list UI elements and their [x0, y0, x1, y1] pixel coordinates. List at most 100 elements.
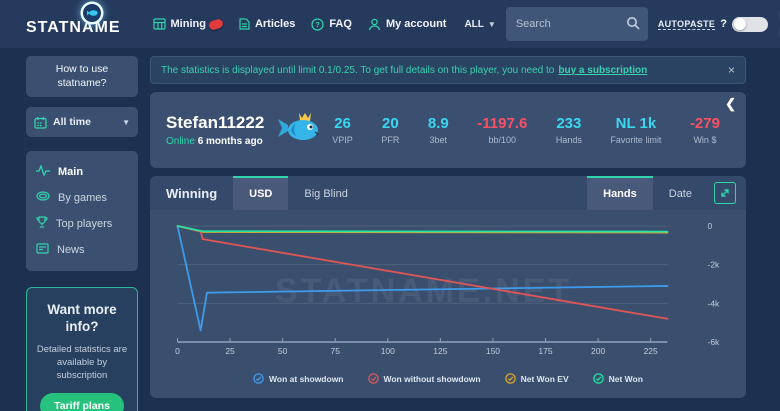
x-axis-label: 50 [278, 346, 288, 356]
news-icon [36, 243, 49, 257]
sidebar-menu: Main By games Top players News [26, 151, 138, 272]
logo-text: STATNAME [26, 19, 121, 36]
scope-dropdown[interactable]: ALL ▼ [464, 19, 495, 30]
how-to-use-card[interactable]: How to use statname? [26, 56, 138, 98]
sidebar-item-top-players[interactable]: Top players [26, 210, 138, 237]
collapse-chevron-icon[interactable]: ❮ [725, 96, 736, 111]
trophy-icon [36, 216, 48, 231]
nav-item-my-account[interactable]: My account [368, 18, 447, 31]
subscription-banner: The statistics is displayed until limit … [150, 56, 746, 84]
nav-label: Articles [254, 18, 296, 30]
x-axis-label: 100 [381, 346, 395, 356]
stat-value: -1197.6 [477, 115, 528, 132]
sidebar-item-main[interactable]: Main [26, 159, 138, 185]
search-input[interactable] [505, 7, 648, 41]
tab-big-blind[interactable]: Big Blind [304, 188, 348, 200]
table-oval-icon [36, 191, 50, 204]
winning-chart-card: Winning USD Big Blind Hands Date 0 -2k -4k -6… [150, 176, 746, 398]
articles-icon [239, 18, 250, 30]
sidebar-item-label: News [57, 244, 85, 257]
stat-label: Favorite limit [610, 135, 662, 145]
sidebar: How to use statname? All time ▼ Main By g… [26, 56, 138, 411]
toggle-knob [733, 18, 746, 30]
tariff-plans-button[interactable]: Tariff plans [40, 393, 124, 411]
stat-3bet: 8.9 3bet [428, 115, 449, 145]
stat-label: Win $ [693, 135, 717, 145]
top-header: STATNAME Mining Articles? FAQ My account AL… [0, 0, 780, 48]
search-icon[interactable] [626, 16, 640, 35]
player-summary-card: Stefan11222 Online 6 months ago 26 VPIP 20… [150, 92, 746, 168]
autopaste-label[interactable]: AUTOPASTE [657, 18, 716, 30]
chart-legend: Won at showdown Won without showdown Net W… [150, 368, 746, 390]
legend-check-icon [592, 372, 604, 386]
y-axis-label: 0 [708, 221, 713, 231]
tab-hands[interactable]: Hands [587, 176, 653, 210]
scope-value: ALL [464, 18, 484, 30]
legend-net-won-ev[interactable]: Net Won EV [504, 372, 569, 386]
legend-check-icon [504, 372, 516, 386]
pulse-icon [36, 164, 50, 179]
stat-win-: -279 Win $ [690, 115, 720, 145]
stat-bb-100: -1197.6 bb/100 [477, 115, 527, 145]
svg-text:?: ? [316, 20, 321, 29]
buy-subscription-link[interactable]: buy a subscription [558, 64, 648, 76]
legend-won-without-showdown[interactable]: Won without showdown [367, 372, 481, 386]
logo[interactable]: STATNAME [26, 4, 121, 37]
expand-chart-button[interactable] [714, 182, 736, 204]
expand-icon [721, 189, 729, 197]
logo-fish-icon [83, 4, 101, 22]
player-status: Online 6 months ago [166, 136, 264, 147]
stat-label: Hands [555, 135, 582, 145]
y-axis-label: -6k [708, 337, 721, 347]
hot-badge-icon [207, 17, 225, 31]
chart-title: Winning [166, 185, 218, 201]
legend-label: Net Won EV [520, 374, 569, 384]
x-axis-label: 0 [175, 346, 180, 356]
stat-label: 3bet [429, 135, 448, 145]
player-name: Stefan11222 [166, 113, 265, 132]
graph-toggle[interactable]: Graph [777, 26, 780, 41]
stat-label: VPIP [332, 135, 353, 145]
nav-item-mining[interactable]: Mining [152, 17, 225, 31]
legend-won-at-showdown[interactable]: Won at showdown [253, 372, 344, 386]
last-seen: 6 months ago [197, 136, 263, 147]
autopaste-toggle[interactable] [731, 16, 768, 32]
legend-label: Won without showdown [383, 374, 481, 384]
account-icon [368, 18, 381, 31]
nav-item-faq[interactable]: ? FAQ [311, 17, 352, 31]
axis-tabs: Hands Date [587, 176, 708, 210]
legend-check-icon [253, 372, 264, 386]
x-axis-label: 200 [591, 346, 605, 356]
theme-toggle[interactable]: Light [777, 7, 780, 22]
sidebar-item-by-games[interactable]: By games [26, 185, 138, 210]
promo-description: Detailed statistics are available by sub… [36, 344, 128, 381]
banner-text: The statistics is displayed until limit … [161, 64, 555, 76]
chevron-down-icon: ▼ [122, 117, 130, 127]
period-dropdown[interactable]: All time ▼ [26, 107, 138, 138]
stat-favorite-limit: NL 1k Favorite limit [610, 115, 661, 145]
legend-check-icon [367, 372, 379, 386]
sidebar-item-news[interactable]: News [26, 237, 138, 263]
x-axis-label: 25 [225, 346, 235, 356]
tab-date[interactable]: Date [668, 188, 692, 200]
legend-net-won[interactable]: Net Won [592, 372, 643, 386]
online-label: Online [166, 136, 195, 147]
chevron-down-icon: ▼ [487, 19, 496, 29]
autopaste-help-icon[interactable]: ? [720, 18, 727, 30]
sidebar-item-label: Top players [56, 217, 113, 230]
banner-close-icon[interactable]: × [727, 63, 735, 77]
chart-tabbar: Winning USD Big Blind Hands Date [150, 176, 746, 210]
nav-label: My account [385, 18, 447, 30]
tab-usd[interactable]: USD [233, 176, 289, 210]
promo-title: Want more info? [47, 302, 117, 335]
main-nav: Mining Articles? FAQ My account [152, 17, 447, 31]
theme-switches: Light Graph [777, 7, 780, 41]
y-axis-label: -4k [708, 298, 721, 308]
stat-pfr: 20 PFR [381, 115, 399, 145]
nav-label: FAQ [329, 18, 352, 30]
x-axis-label: 75 [330, 346, 340, 356]
stat-value: NL 1k [615, 115, 657, 132]
search-box [505, 7, 648, 41]
nav-item-articles[interactable]: Articles [239, 18, 295, 30]
